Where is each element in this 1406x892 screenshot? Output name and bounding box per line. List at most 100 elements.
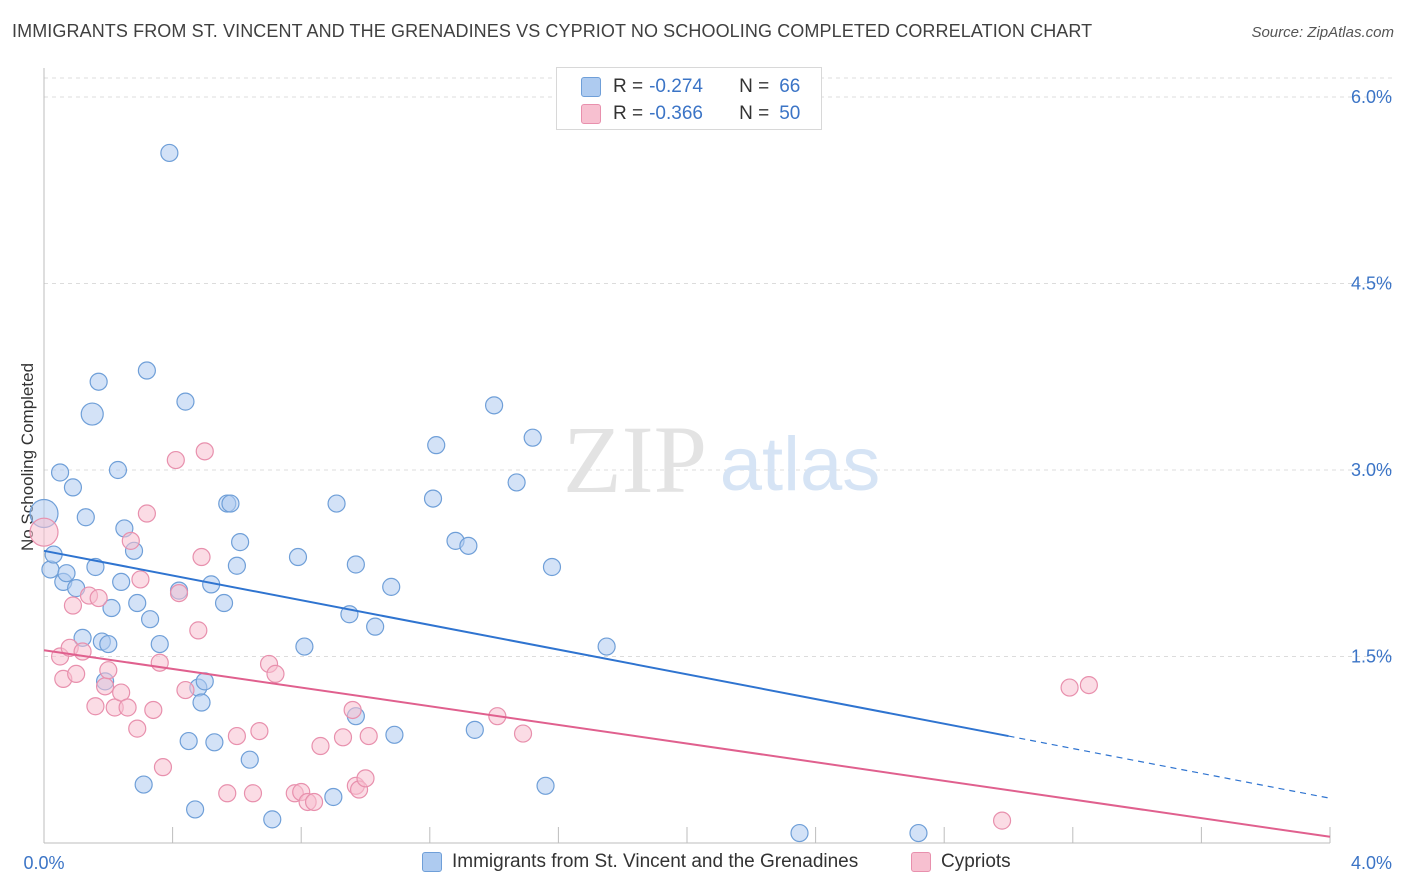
pink-point [153,758,173,777]
pink-point [169,583,189,603]
pink-point [67,664,86,684]
blue-point [288,547,308,567]
blue-point [295,637,314,656]
blue-point [485,396,504,415]
x-tick-label: 0.0% [23,853,64,873]
blue-point [57,564,76,583]
source-label: Source: ZipAtlas.com [1251,24,1394,41]
gridlines [44,77,1392,657]
legend-item-immigrants[interactable]: Immigrants from St. Vincent and the Gren… [422,851,858,873]
r-value: -0.274 [649,76,703,97]
blue-point [366,617,385,636]
blue-point [382,577,401,596]
blue-point [536,776,555,795]
blue-point [507,473,526,492]
blue-point [327,494,346,513]
y-tick-label: 1.5% [1351,647,1392,667]
blue-point [465,720,484,739]
watermark-zip: ZIP [563,406,707,513]
blue-point [80,402,104,426]
watermark-atlas: atlas [720,422,881,507]
blue-point [89,372,108,391]
pink-point [121,531,140,550]
stats-row-blue: R = -0.274 N = 66 [581,75,800,99]
blue-point [99,634,118,654]
tick-labels: 6.0% 4.5% 3.0% 1.5% 0.0% 4.0% [23,87,1392,873]
n-label: N = [739,76,770,97]
blue-point [227,556,246,575]
blue-point [459,536,478,555]
pink-point [99,661,118,680]
blue-point [176,392,195,411]
pink-point [1060,678,1079,697]
pink-point [189,621,208,640]
blue-swatch [581,77,601,97]
blue-trend-line [43,549,1009,738]
blue-point [150,634,169,654]
pink-point [333,728,353,747]
blue-point [240,750,259,769]
legend-label: Immigrants from St. Vincent and the Gren… [452,851,859,872]
pink-point [356,769,375,788]
x-tick-label: 4.0% [1351,853,1392,873]
blue-point [909,823,928,843]
pink-point [343,700,362,720]
pink-point [137,504,156,523]
blue-swatch [422,852,442,872]
axes [43,68,1331,844]
pink-point [992,811,1012,830]
chart-title: IMMIGRANTS FROM ST. VINCENT AND THE GREN… [12,21,1093,41]
pink-point [218,784,237,803]
pink-point [1079,675,1098,695]
blue-point [128,593,147,613]
stats-legend: R = -0.274 N = 66 R = -0.366 N = 50 [556,67,822,130]
pink-point [131,570,150,589]
blue-trend-extension [1008,735,1331,799]
blue-point [102,598,121,618]
blue-point [324,787,343,807]
series-legend: Immigrants from St. Vincent and the Gren… [0,851,1406,879]
blue-point [41,560,60,579]
pink-point [250,721,269,741]
legend-item-cypriots[interactable]: Cypriots [911,851,1011,873]
pink-point [128,719,147,738]
blue-point [790,823,809,843]
pink-point [89,588,108,608]
n-value: 50 [779,103,801,124]
blue-point [385,725,404,744]
data-points [29,143,1098,843]
y-tick-label: 4.5% [1351,274,1392,294]
blue-point [112,572,131,592]
pink-point [304,792,324,812]
pink-point [29,517,59,547]
blue-point [186,800,205,819]
trend-lines [43,549,1331,838]
pink-point [311,736,330,756]
r-label: R = [613,76,644,97]
blue-point [137,361,156,380]
pink-point [227,726,246,746]
y-tick-label: 3.0% [1351,460,1392,480]
blue-point [423,489,443,508]
pink-point [266,664,285,684]
blue-point [134,775,153,794]
pink-point [144,700,163,720]
n-value: 66 [779,76,801,97]
r-value: -0.366 [649,103,703,124]
pink-point [359,726,378,746]
stats-row-pink: R = -0.366 N = 50 [581,102,800,126]
pink-point [63,596,83,615]
y-tick-label: 6.0% [1351,87,1392,107]
blue-point [192,693,211,712]
blue-point [63,478,83,497]
blue-point [597,637,616,656]
pink-point [86,697,105,716]
blue-point [160,143,179,163]
blue-point [86,557,105,577]
pink-point [166,450,185,470]
pink-point [95,677,115,696]
pink-point [118,698,137,717]
blue-point [50,463,70,482]
blue-point [427,436,446,455]
